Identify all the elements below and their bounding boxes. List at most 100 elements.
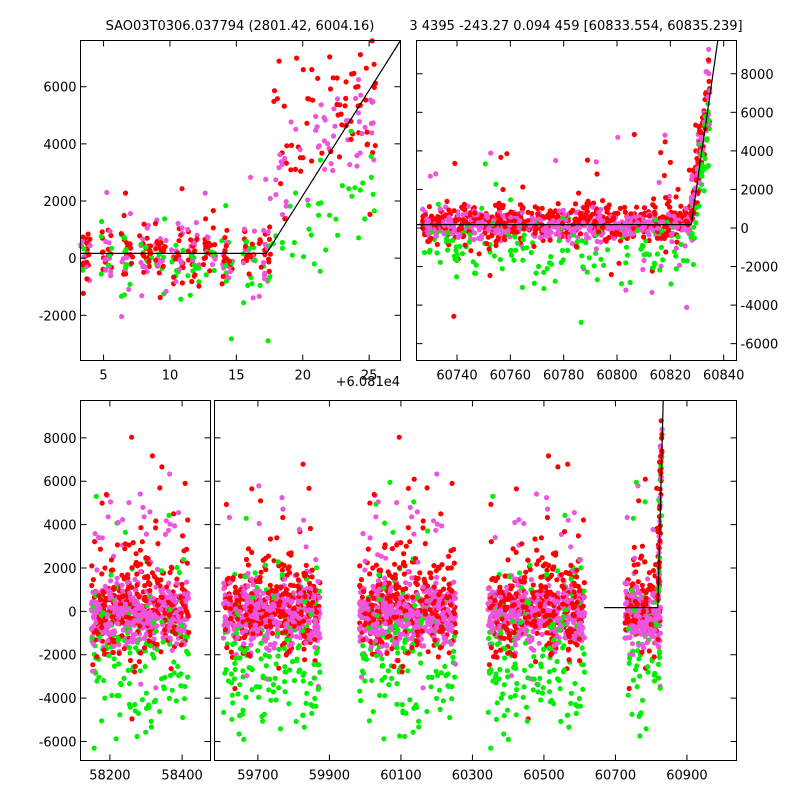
data-point xyxy=(210,225,216,231)
data-point xyxy=(243,592,249,598)
data-point xyxy=(120,517,126,523)
data-point xyxy=(305,202,311,208)
data-point xyxy=(348,118,354,124)
data-point xyxy=(308,232,314,238)
data-point xyxy=(689,173,695,179)
data-point xyxy=(140,263,146,270)
data-point xyxy=(523,704,530,710)
data-point xyxy=(646,252,653,258)
data-point xyxy=(137,547,143,553)
data-point xyxy=(184,579,190,585)
data-point xyxy=(89,668,96,674)
data-point xyxy=(257,598,264,605)
data-point xyxy=(108,245,115,251)
data-point xyxy=(497,257,503,263)
data-point xyxy=(124,579,131,586)
data-point xyxy=(159,594,165,601)
data-point xyxy=(262,270,268,276)
data-point xyxy=(482,161,488,167)
data-point xyxy=(433,171,439,177)
data-point xyxy=(300,461,306,467)
data-point xyxy=(363,65,369,71)
data-point xyxy=(706,117,712,123)
data-point xyxy=(221,580,227,586)
data-point xyxy=(99,249,105,255)
data-point xyxy=(286,701,292,707)
data-point xyxy=(234,597,240,604)
data-point xyxy=(152,220,159,227)
data-point xyxy=(286,570,293,576)
data-point xyxy=(170,616,176,622)
data-point xyxy=(382,542,388,548)
data-point xyxy=(258,264,264,270)
data-point xyxy=(342,103,348,109)
data-point xyxy=(302,633,308,640)
data-point xyxy=(276,685,282,691)
data-point xyxy=(108,605,114,611)
data-point xyxy=(159,464,165,470)
data-point xyxy=(693,220,699,226)
data-point xyxy=(392,639,398,645)
data-point xyxy=(387,633,393,639)
data-point xyxy=(212,256,218,262)
data-point xyxy=(486,635,492,642)
data-point xyxy=(654,251,661,257)
data-point xyxy=(133,611,139,618)
right-title: 3 4395 -243.27 0.094 459 [60833.554, 608… xyxy=(409,19,742,34)
data-point xyxy=(227,595,233,601)
data-point xyxy=(443,204,449,210)
data-point xyxy=(364,142,370,148)
data-point xyxy=(171,511,177,517)
data-point xyxy=(596,209,602,215)
data-point xyxy=(371,611,377,617)
data-point xyxy=(120,619,126,625)
y-tick-label: -2000 xyxy=(741,261,779,276)
data-point xyxy=(122,601,129,607)
data-point xyxy=(706,78,712,84)
data-point xyxy=(590,231,596,237)
data-point xyxy=(147,509,153,515)
data-point xyxy=(126,590,133,596)
data-point xyxy=(592,218,598,224)
data-point xyxy=(188,237,194,243)
data-point xyxy=(371,208,377,214)
data-point xyxy=(698,134,705,140)
x-tick-label: 60840 xyxy=(703,369,744,384)
data-point xyxy=(254,629,261,635)
data-point xyxy=(381,580,388,587)
data-point xyxy=(508,247,514,253)
data-point xyxy=(243,612,249,618)
y-tick-label: 4000 xyxy=(43,138,76,153)
data-point xyxy=(176,238,182,244)
data-point xyxy=(301,646,307,652)
data-point xyxy=(434,471,440,477)
data-point xyxy=(479,232,485,239)
data-point xyxy=(588,213,594,220)
data-point xyxy=(402,637,408,643)
data-point xyxy=(111,643,117,649)
data-point xyxy=(367,571,373,577)
data-point xyxy=(657,267,663,273)
data-point xyxy=(300,254,307,260)
data-point xyxy=(283,203,289,209)
data-point xyxy=(566,234,573,240)
data-point xyxy=(452,674,458,680)
data-point xyxy=(98,612,104,618)
data-point xyxy=(603,205,609,211)
data-point xyxy=(137,233,143,239)
data-point xyxy=(278,181,284,187)
data-point xyxy=(105,514,111,520)
data-point xyxy=(444,595,451,601)
data-point xyxy=(546,679,552,685)
data-point xyxy=(119,582,125,588)
data-point xyxy=(90,577,96,583)
data-point xyxy=(634,228,641,234)
data-point xyxy=(424,708,430,715)
data-point xyxy=(94,607,100,613)
data-point xyxy=(99,718,105,724)
data-point xyxy=(490,493,496,499)
data-point xyxy=(249,667,255,673)
data-point xyxy=(601,262,607,268)
data-point xyxy=(95,630,101,636)
data-point xyxy=(473,262,479,268)
